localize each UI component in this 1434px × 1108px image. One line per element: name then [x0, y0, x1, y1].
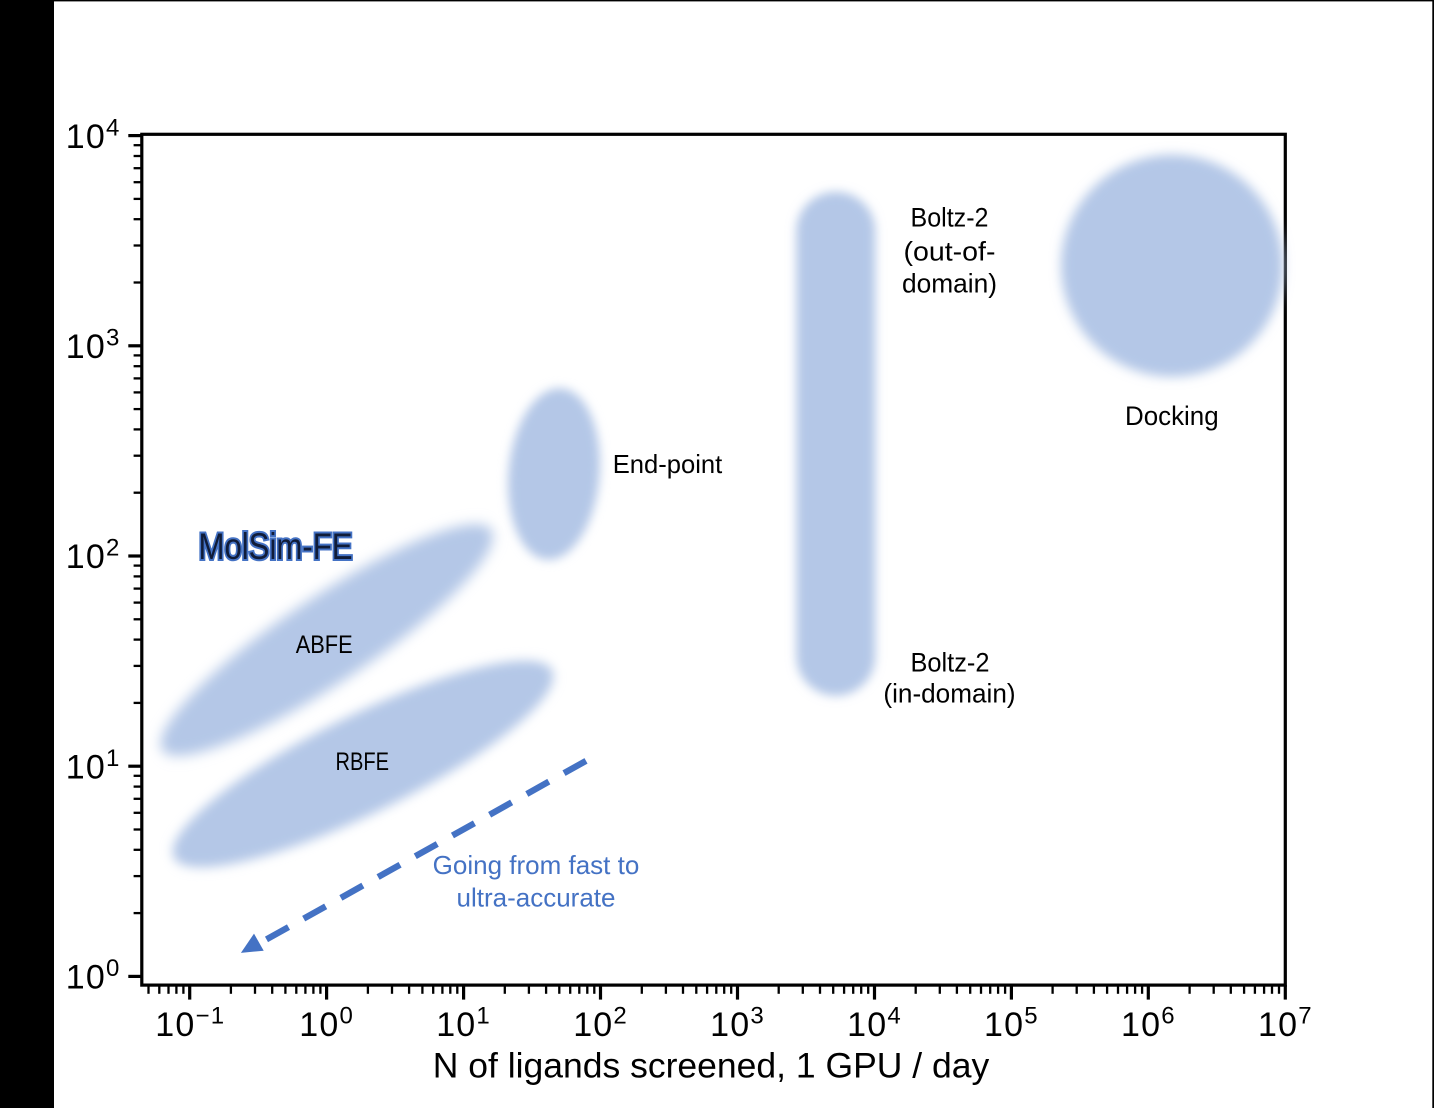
svg-text:Boltz-2: Boltz-2 [911, 648, 990, 678]
svg-text:104: 104 [847, 1002, 902, 1044]
svg-text:(in-domain): (in-domain) [883, 679, 1015, 709]
svg-text:103: 103 [66, 325, 121, 367]
svg-text:RBFE: RBFE [336, 748, 390, 776]
svg-text:107: 107 [1258, 1002, 1313, 1044]
svg-text:ultra-accurate: ultra-accurate [457, 883, 616, 913]
svg-text:100: 100 [299, 1002, 354, 1044]
svg-text:104: 104 [66, 114, 121, 156]
svg-text:Docking: Docking [1125, 401, 1219, 431]
svg-text:Boltz-2: Boltz-2 [911, 203, 989, 233]
svg-text:(out-of-: (out-of- [904, 237, 996, 267]
svg-text:102: 102 [66, 535, 121, 577]
svg-text:End-point: End-point [613, 449, 723, 479]
svg-text:MolSim-FE: MolSim-FE [199, 526, 353, 567]
svg-text:105: 105 [984, 1002, 1039, 1044]
svg-text:101: 101 [436, 1002, 491, 1044]
svg-text:N of ligands screened, 1 GPU /: N of ligands screened, 1 GPU / day [433, 1046, 990, 1086]
svg-text:103: 103 [710, 1002, 765, 1044]
svg-text:102: 102 [573, 1002, 628, 1044]
svg-text:10−1: 10−1 [155, 1002, 225, 1044]
svg-text:101: 101 [66, 745, 121, 787]
svg-text:ABFE: ABFE [296, 631, 353, 659]
svg-text:100: 100 [66, 955, 121, 997]
svg-text:106: 106 [1121, 1002, 1176, 1044]
svg-text:domain): domain) [902, 269, 997, 299]
svg-text:Going from fast to: Going from fast to [433, 850, 640, 880]
